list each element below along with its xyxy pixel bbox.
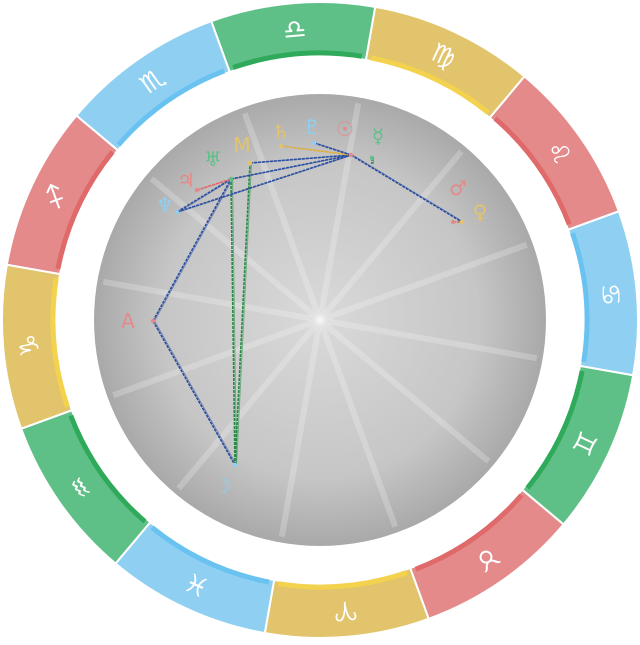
- point-glyph-pluto: ♇︎: [303, 115, 321, 139]
- aspect-line-shadow-uranus-sun: [232, 154, 353, 180]
- sign-segment-pisces: [114, 520, 276, 635]
- aspect-line-shadow-ascendant-uranus: [154, 178, 233, 322]
- aspect-line-shadow-pluto-sun: [315, 142, 353, 156]
- sign-edge-gemini: [525, 370, 585, 490]
- point-marker-neptune: [174, 209, 180, 215]
- sign-edge-pisces: [150, 525, 270, 585]
- sign-edge-libra: [232, 50, 363, 70]
- sign-glyph-libra: ♎︎: [282, 14, 308, 46]
- point-glyph-neptune: ♆︎: [156, 193, 174, 217]
- globe-spoke: [278, 102, 362, 538]
- globe-spoke: [102, 278, 538, 362]
- point-glyph-jupiter: ♃︎: [177, 168, 195, 192]
- point-glyph-mars: ♂︎: [449, 176, 467, 200]
- aspect-lines: [152, 142, 464, 466]
- sign-edge-scorpio: [116, 68, 226, 147]
- aspect-line-shadow-ascendant-moon: [154, 320, 237, 466]
- sign-glyph-cancer: ♋︎: [594, 282, 626, 308]
- point-marker-saturn: [278, 143, 284, 149]
- point-glyph-venus: ♀︎: [473, 200, 488, 224]
- point-glyph-moon: ☽︎: [214, 474, 232, 498]
- point-marker-sun: [348, 152, 354, 158]
- sign-glyph-aries: ♈︎: [332, 594, 358, 626]
- point-glyph-midheaven: M: [233, 133, 250, 157]
- point-glyph-mercury: ☿︎: [372, 124, 384, 148]
- aspect-line-sun-venus: [350, 154, 463, 223]
- point-glyph-uranus: ♅︎: [204, 147, 222, 171]
- sign-edge-cancer: [570, 232, 590, 363]
- inner-globe: [94, 94, 546, 546]
- aspect-line-moon-uranus: [230, 178, 236, 466]
- sign-edge-sagittarius: [55, 150, 115, 270]
- aspect-line-ascendant-uranus: [152, 178, 232, 322]
- sign-edge-taurus: [414, 493, 524, 572]
- point-glyph-ascendant: A: [121, 309, 135, 333]
- globe-spoke: [102, 278, 538, 362]
- aspect-line-shadow-saturn-sun: [282, 145, 353, 156]
- point-glyph-sun: ☉︎: [336, 117, 354, 141]
- point-glyph-saturn: ♄︎: [272, 120, 290, 144]
- point-marker-mercury: [369, 155, 375, 161]
- sign-edge-capricorn: [50, 277, 70, 408]
- point-marker-midheaven: [247, 160, 253, 166]
- aspect-line-shadow-neptune-sun: [178, 154, 353, 213]
- globe-spoke: [176, 149, 464, 491]
- aspect-line-shadow-sun-venus: [352, 154, 464, 223]
- point-marker-uranus: [228, 176, 234, 182]
- globe-spoke: [149, 176, 491, 464]
- globe-spoke: [278, 102, 362, 538]
- point-marker-venus: [459, 219, 465, 225]
- point-marker-mars: [450, 219, 456, 225]
- globe-spoke: [176, 149, 464, 491]
- sign-edge-leo: [493, 116, 572, 226]
- aspect-line-shadow-moon-midheaven: [236, 162, 252, 466]
- sign-edge-aquarius: [68, 414, 147, 524]
- aspect-line-shadow-neptune-uranus: [178, 178, 233, 213]
- aspect-line-ascendant-moon: [152, 320, 236, 466]
- sign-edge-virgo: [370, 55, 490, 115]
- aspect-line-shadow-midheaven-sun: [251, 154, 353, 164]
- point-marker-ascendant: [150, 318, 156, 324]
- point-marker-moon: [232, 462, 238, 468]
- sign-edge-aries: [277, 570, 408, 590]
- aspect-line-shadow-jupiter-uranus: [198, 178, 233, 191]
- point-marker-jupiter: [194, 187, 200, 193]
- aspect-line-neptune-uranus: [176, 178, 232, 213]
- planet-points: ☽︎ A ♆︎♃︎ ♅︎ M ♄︎ ♇︎ ☉︎ ☿︎ ♂︎♀︎: [121, 115, 487, 498]
- sign-glyph-capricorn: ♑︎: [14, 332, 46, 358]
- point-marker-pluto: [311, 140, 317, 146]
- aspect-line-shadow-moon-uranus: [232, 178, 237, 466]
- aspect-line-moon-midheaven: [234, 162, 251, 466]
- globe-spoke: [149, 176, 491, 464]
